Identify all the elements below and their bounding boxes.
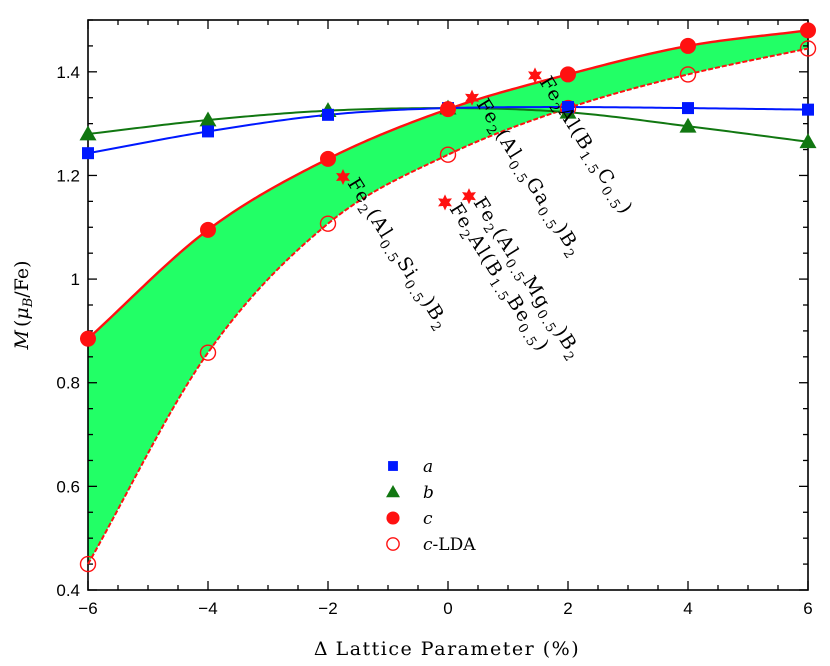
data-point-c-LDA [199, 344, 217, 361]
axes-layer: −6 −4 −2 0 2 4 6 0.4 0.6 0.8 1 1.2 1.4 [56, 19, 813, 618]
y-tick-label: 1.4 [56, 63, 80, 82]
series-line-c-LDA [87, 47, 809, 565]
data-point-b [799, 133, 817, 149]
series-layer [79, 22, 817, 573]
x-tick-label: 6 [803, 599, 812, 618]
data-point-b [679, 117, 697, 133]
annotation-star [438, 194, 452, 211]
data-point-a [322, 108, 334, 121]
y-axis-open: ( [11, 320, 33, 327]
data-point-a [82, 147, 94, 160]
data-point-c [320, 150, 336, 167]
data-point-c-LDA [679, 66, 697, 83]
data-point-b [79, 125, 97, 141]
data-point-c [680, 37, 696, 54]
data-point-c-LDA [439, 146, 457, 163]
legend-label-b: b [423, 483, 434, 503]
annotation-star [462, 188, 476, 205]
data-point-a [202, 125, 214, 138]
data-point-c [560, 66, 576, 83]
data-point-c-LDA [79, 555, 97, 573]
y-axis-close: /Fe) [11, 260, 33, 297]
x-axis-text: Lattice Parameter (%) [336, 638, 581, 660]
x-tick-label: −2 [318, 599, 337, 618]
y-tick-label: 0.4 [56, 581, 80, 600]
x-tick-label: 0 [443, 599, 452, 618]
y-axis-sub: B [21, 298, 36, 309]
legend-label-c-LDA: c-LDA [423, 535, 476, 555]
annotation-star [336, 168, 350, 186]
data-point-c [80, 330, 96, 347]
y-axis-var: M [11, 330, 33, 351]
data-point-b [199, 111, 217, 127]
y-tick-label: 0.6 [56, 477, 80, 496]
annotation-star [465, 89, 479, 106]
legend-label-a: a [423, 457, 433, 477]
y-tick-label: 0.8 [56, 374, 80, 393]
data-point-c [200, 221, 216, 238]
data-point-c [440, 101, 456, 118]
shaded-band-layer [88, 30, 808, 565]
y-axis-mu: μ [11, 307, 33, 319]
y-tick-label: 1 [71, 270, 80, 289]
y-tick-label: 1.2 [56, 166, 80, 185]
legend-label-c: c [423, 509, 433, 529]
data-point-c [800, 22, 816, 39]
ann-fe2-al-si: Fe2(Al0.5Si0.5)B2 [339, 174, 454, 336]
shaded-band [88, 30, 808, 565]
data-point-a [802, 103, 814, 116]
x-axis-symbol: Δ [314, 638, 328, 660]
data-point-a [562, 101, 574, 114]
x-tick-label: −4 [198, 599, 217, 618]
y-axis-title: M (μB/Fe) [11, 260, 36, 350]
legend: abc c-LDA [386, 457, 476, 555]
legend-marker-b [386, 485, 400, 498]
data-point-a [682, 102, 694, 115]
legend-marker-c [386, 511, 400, 525]
annotation-layer: Fe2(Al0.5Si0.5)B2Fe2Al(B1.5Be0.5)Fe2(Al0… [336, 67, 638, 366]
legend-marker-c-LDA [386, 537, 400, 551]
x-tick-label: −6 [78, 599, 97, 618]
data-point-c-LDA [319, 215, 337, 232]
legend-marker-a [388, 461, 398, 471]
x-tick-label: 2 [563, 599, 572, 618]
x-axis-title: Δ Lattice Parameter (%) [314, 638, 580, 660]
x-tick-label: 4 [683, 599, 692, 618]
annotation-star [528, 67, 542, 84]
data-point-c-LDA [799, 40, 817, 57]
